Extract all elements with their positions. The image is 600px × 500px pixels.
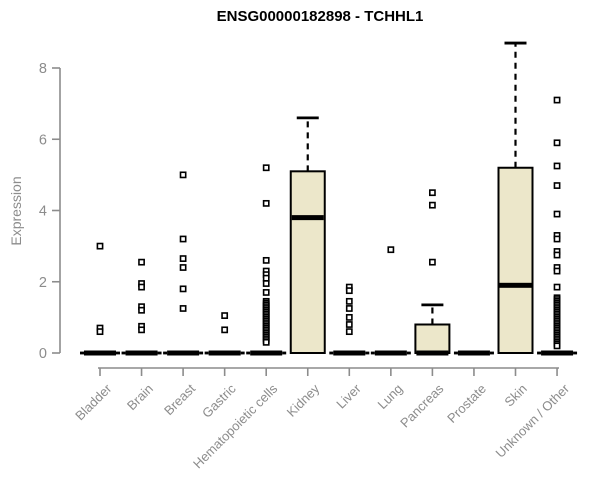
box-pancreas [414,323,451,354]
whisker-cap-left-lung [370,351,375,355]
box-kidney [289,170,326,354]
whisker-cap-left-gastric [204,351,209,355]
outlier-point [179,235,187,243]
chart-title: ENSG00000182898 - TCHHL1 [216,8,424,25]
outlier-point [345,328,353,336]
outlier-point [262,164,270,172]
outlier-point [428,258,436,266]
outlier-point [387,246,395,254]
outlier-point [262,338,270,346]
whisker-cap-left-prostate [453,351,458,355]
whisker-cap-right-brain [157,351,162,355]
collapsed-box-bladder [84,350,116,356]
median-pancreas [416,350,449,356]
whisker-cap-right-unknown-other [573,351,578,355]
outlier-point [553,139,561,147]
box-skin [497,166,534,354]
outlier-point [179,305,187,312]
outlier-point [262,199,270,207]
outlier-point [262,256,270,264]
outlier-point [138,326,145,334]
outlier-point [179,255,187,262]
outlier-point [138,258,145,266]
outlier-point [553,235,561,243]
outlier-point [179,285,187,293]
whisker-cap-right-lung [406,351,411,355]
whisker-cap-left-unknown-other [537,351,542,355]
whisker-cap-right-breast [199,351,204,355]
outlier-point [345,305,353,312]
outlier-point [345,321,353,328]
outlier-point [262,280,270,287]
outlier-point [553,283,561,291]
collapsed-box-unknown-other [541,350,574,356]
outlier-point [96,242,104,250]
whisker-cap-right-prostate [489,351,494,355]
y-tick-label: 0 [39,346,47,362]
whisker-cap-right-hematopoietic-cells [282,351,287,355]
outlier-point [96,328,104,336]
outlier-point [221,326,229,334]
outlier-point [553,162,561,170]
outlier-point [345,297,353,305]
y-tick-label: 8 [39,61,47,77]
whisker-cap-right-bladder [116,351,120,355]
outlier-point [553,96,561,104]
outlier-point [179,171,187,179]
outlier-point [428,189,436,197]
collapsed-box-lung [374,350,407,356]
outlier-point [262,274,270,282]
whisker-cap-right-gastric [240,351,245,355]
outlier-point [428,201,436,209]
outlier-point [553,182,561,189]
y-tick-label: 4 [39,204,47,220]
outlier-point [345,287,353,295]
outlier-point [221,312,229,319]
outlier-point [262,289,270,296]
outlier-point [553,210,561,218]
outlier-point [553,251,561,259]
whisker-cap-right-liver [365,351,370,355]
whisker-cap-left-liver [329,351,334,355]
whisker-cap-left-brain [121,351,126,355]
median-kidney [291,215,324,221]
outlier-point [138,283,145,291]
median-skin [499,282,532,288]
collapsed-box-hematopoietic-cells [250,350,283,356]
outlier-point [345,313,353,321]
whisker-cap-left-bladder [80,351,84,355]
y-tick-label: 6 [39,132,47,148]
collapsed-box-gastric [208,350,241,356]
outlier-point [553,267,561,275]
outlier-point [138,306,145,314]
y-tick-label: 2 [39,275,47,291]
collapsed-box-brain [125,350,158,356]
whisker-cap-left-breast [163,351,168,355]
collapsed-box-breast [167,350,200,356]
collapsed-box-prostate [457,350,490,356]
outlier-point [179,264,187,271]
outlier-point [553,342,561,350]
collapsed-box-liver [333,350,366,356]
whisker-cap-left-hematopoietic-cells [246,351,251,355]
